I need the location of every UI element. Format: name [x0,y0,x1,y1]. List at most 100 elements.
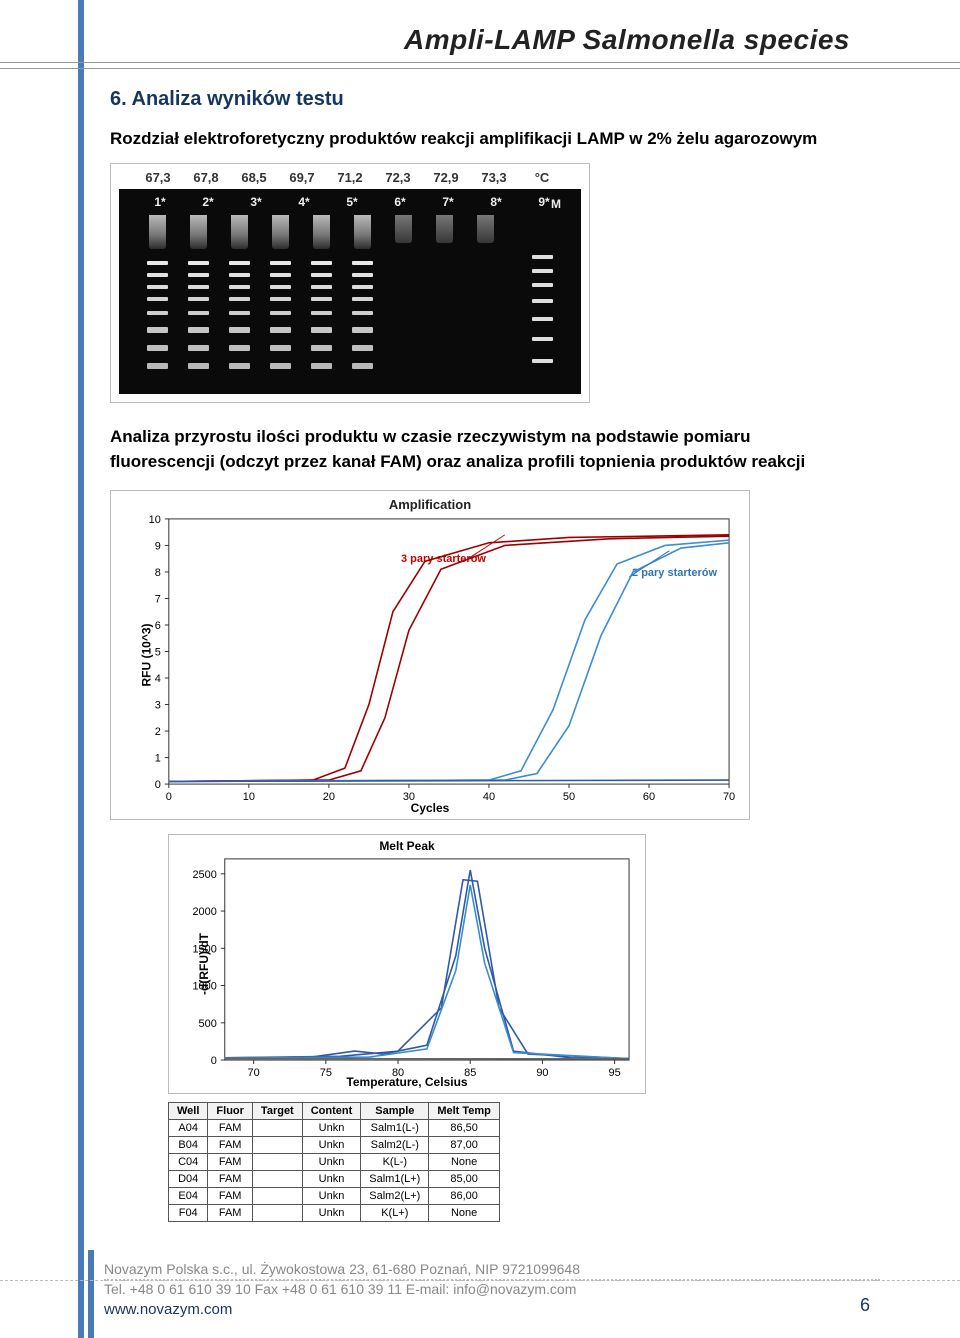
table-cell [252,1188,302,1205]
gel-temp: 67,3 [139,170,177,185]
gel-temp: 73,3 [475,170,513,185]
left-stripe-decor [78,0,84,1338]
gel-ladder-label: M [551,197,561,211]
gel-lane-label: 3* [237,195,275,209]
table-cell: Salm1(L+) [361,1171,429,1188]
table-header: Content [302,1103,361,1120]
table-cell [252,1205,302,1222]
page-footer: Novazym Polska s.c., ul. Żywokostowa 23,… [104,1261,880,1318]
table-header: Fluor [208,1103,253,1120]
svg-text:90: 90 [536,1067,548,1079]
table-header: Melt Temp [429,1103,500,1120]
gel-electrophoresis-figure: 67,3 67,8 68,5 69,7 71,2 72,3 72,9 73,3 … [110,163,590,403]
table-cell: None [429,1205,500,1222]
svg-text:10: 10 [149,514,161,526]
table-cell: Unkn [302,1154,361,1171]
melt-results-table: WellFluorTargetContentSampleMelt Temp A0… [168,1102,500,1222]
title-rule [0,62,960,70]
gel-lane-label: 1* [141,195,179,209]
table-cell: E04 [169,1188,208,1205]
paragraph-gel-intro: Rozdział elektroforetyczny produktów rea… [110,129,860,149]
table-cell: None [429,1154,500,1171]
figure-caption: Analiza przyrostu ilości produktu w czas… [110,425,860,474]
table-row: D04FAMUnknSalm1(L+)85,00 [169,1171,500,1188]
table-cell: FAM [208,1171,253,1188]
footer-url: www.novazym.com [104,1301,880,1318]
svg-text:2500: 2500 [192,869,216,881]
gel-lane-label: 4* [285,195,323,209]
amplification-chart: Amplification RFU (10^3) Cycles 3 pary s… [110,490,750,820]
svg-text:40: 40 [483,791,495,803]
svg-text:75: 75 [320,1067,332,1079]
svg-text:85: 85 [464,1067,476,1079]
gel-lane-labels: 1* 2* 3* 4* 5* 6* 7* 8* 9* [119,189,581,209]
gel-temperature-row: 67,3 67,8 68,5 69,7 71,2 72,3 72,9 73,3 … [111,164,589,189]
melt-peak-chart: Melt Peak -d(RFU)/dT Temperature, Celsiu… [168,834,646,1094]
table-header: Well [169,1103,208,1120]
gel-lane-label: 2* [189,195,227,209]
gel-temp: 72,9 [427,170,465,185]
svg-text:2: 2 [155,726,161,738]
table-cell: K(L-) [361,1154,429,1171]
svg-text:1: 1 [155,753,161,765]
svg-text:5: 5 [155,647,161,659]
table-cell: FAM [208,1120,253,1137]
table-cell: 86,50 [429,1120,500,1137]
table-cell: 87,00 [429,1137,500,1154]
table-cell: D04 [169,1171,208,1188]
left-stripe-decor-bottom [88,1250,94,1338]
section-heading: 6. Analiza wyników testu [110,88,860,111]
table-cell: FAM [208,1188,253,1205]
table-cell: Salm1(L-) [361,1120,429,1137]
svg-text:70: 70 [723,791,735,803]
table-cell [252,1120,302,1137]
footer-contact: Tel. +48 0 61 610 39 10 Fax +48 0 61 610… [104,1281,880,1297]
table-cell: Salm2(L-) [361,1137,429,1154]
gel-lane-label: 7* [429,195,467,209]
table-cell: Unkn [302,1120,361,1137]
table-cell: Unkn [302,1205,361,1222]
table-header: Target [252,1103,302,1120]
table-cell: C04 [169,1154,208,1171]
melt-chart-svg: 05001000150020002500707580859095 [169,835,645,1094]
table-cell: 86,00 [429,1188,500,1205]
table-row: E04FAM UnknSalm2(L+)86,00 [169,1188,500,1205]
gel-lane-label: 6* [381,195,419,209]
gel-lane-label: 8* [477,195,515,209]
svg-text:1500: 1500 [192,944,216,956]
gel-temp: 72,3 [379,170,417,185]
svg-text:2000: 2000 [192,906,216,918]
amp-chart-svg: 012345678910010203040506070 [111,491,749,820]
svg-text:3: 3 [155,700,161,712]
svg-text:30: 30 [403,791,415,803]
svg-text:80: 80 [392,1067,404,1079]
gel-temp: 67,8 [187,170,225,185]
gel-temp: 71,2 [331,170,369,185]
table-row: C04FAM UnknK(L-)None [169,1154,500,1171]
svg-text:0: 0 [155,779,161,791]
table-cell: B04 [169,1137,208,1154]
svg-text:0: 0 [166,791,172,803]
page-number: 6 [860,1295,870,1316]
svg-text:7: 7 [155,594,161,606]
svg-text:4: 4 [155,673,161,685]
table-cell: K(L+) [361,1205,429,1222]
svg-text:500: 500 [199,1018,217,1030]
table-row: B04FAMUnknSalm2(L-)87,00 [169,1137,500,1154]
table-cell: F04 [169,1205,208,1222]
svg-text:70: 70 [248,1067,260,1079]
table-cell: FAM [208,1154,253,1171]
table-cell: Unkn [302,1188,361,1205]
svg-text:9: 9 [155,541,161,553]
table-row: F04FAMUnknK(L+)None [169,1205,500,1222]
gel-temp: 69,7 [283,170,321,185]
gel-lane-label: 5* [333,195,371,209]
svg-text:50: 50 [563,791,575,803]
table-cell [252,1154,302,1171]
table-cell: Salm2(L+) [361,1188,429,1205]
svg-text:60: 60 [643,791,655,803]
svg-text:8: 8 [155,567,161,579]
svg-text:1000: 1000 [192,981,216,993]
gel-temp-unit: °C [523,170,561,185]
document-title: Ampli-LAMP Salmonella species [404,24,850,56]
